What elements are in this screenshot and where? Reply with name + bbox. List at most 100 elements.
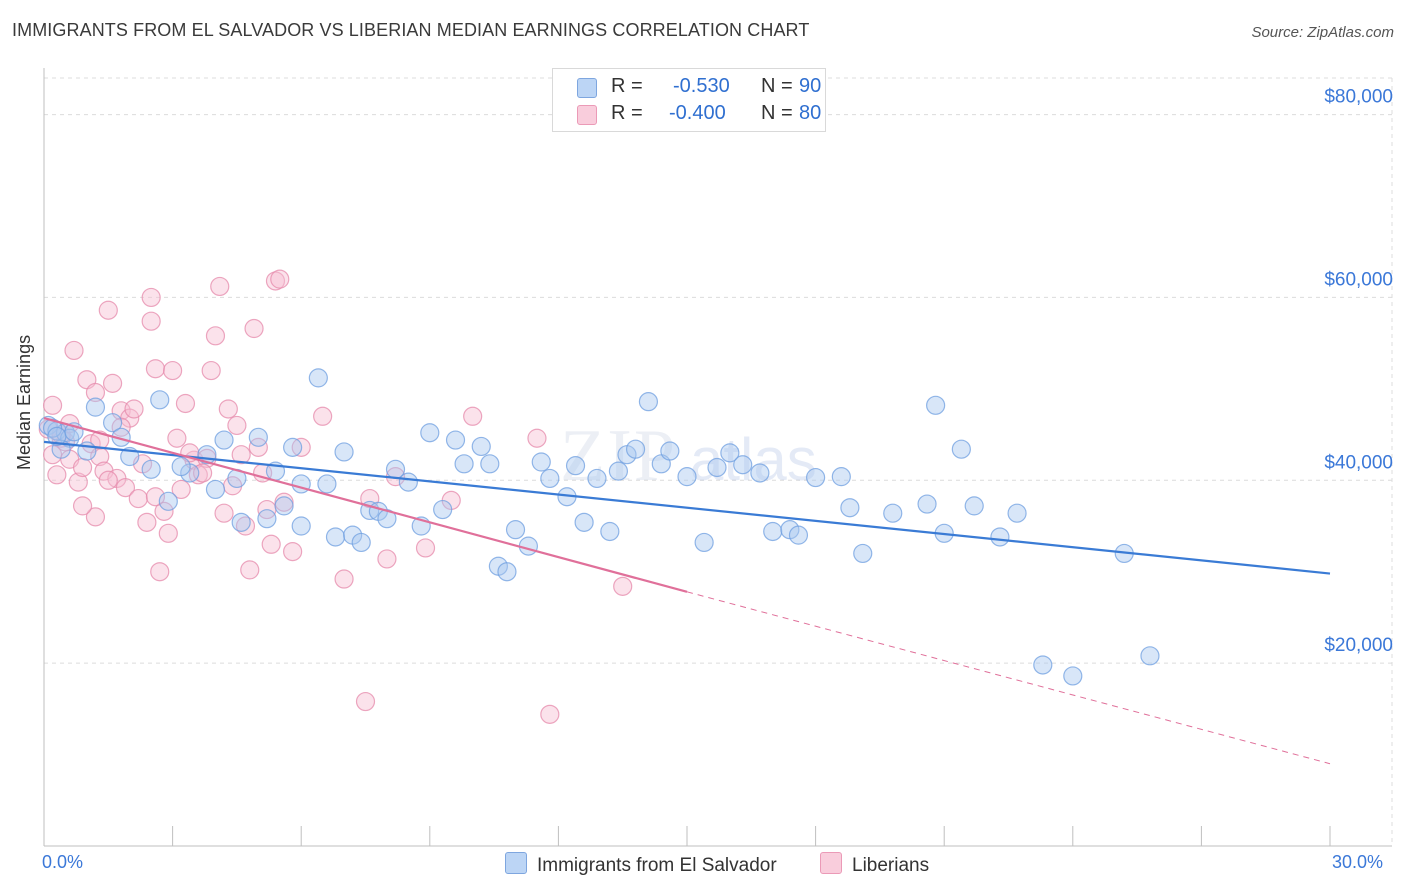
data-point [111, 417, 131, 437]
data-point [964, 496, 984, 516]
trend-line-el-salvador [43, 440, 1331, 575]
data-point [415, 538, 436, 558]
y-axis-label: Median Earnings [14, 334, 34, 470]
data-point [420, 423, 440, 443]
data-point [214, 430, 234, 450]
data-point [917, 494, 937, 514]
data-point [145, 359, 166, 379]
data-point [694, 532, 714, 553]
data-point [351, 532, 371, 553]
data-point [283, 437, 303, 457]
data-point [497, 562, 517, 582]
data-point [98, 470, 118, 490]
data-point [261, 534, 281, 554]
data-point [158, 523, 178, 543]
legend-r-value: -0.400 [669, 102, 726, 124]
data-point [244, 318, 264, 339]
data-point [218, 399, 238, 419]
trend-lines [43, 417, 1331, 765]
data-point [210, 276, 230, 297]
data-point [102, 413, 123, 433]
data-point [128, 488, 148, 509]
x-tick-label-max: 30.0% [1332, 852, 1384, 872]
series-legend-el-salvador: Immigrants from El Salvador [505, 852, 777, 877]
data-point [750, 463, 770, 483]
data-point [325, 527, 346, 547]
data-point [231, 512, 251, 532]
data-point [355, 691, 376, 712]
data-point [137, 512, 157, 532]
data-point [141, 311, 161, 331]
data-point [205, 479, 226, 500]
correlation-legend: R = -0.530 N = 90 R = -0.400 N = 80 [552, 68, 826, 132]
y-tick-label: $60,000 [1324, 269, 1393, 290]
legend-n-label: N = [761, 102, 793, 124]
data-point [47, 465, 67, 485]
data-point [317, 474, 337, 494]
data-point [926, 395, 946, 415]
data-point [454, 454, 474, 474]
svg-text:atlas: atlas [690, 426, 817, 493]
data-point [102, 373, 123, 393]
legend-n-label: N = [761, 75, 793, 97]
data-point [334, 569, 354, 589]
data-point [283, 541, 303, 562]
blue-swatch [505, 852, 527, 874]
data-point [398, 472, 418, 492]
data-point [660, 441, 680, 461]
data-point [270, 269, 290, 289]
data-point [831, 467, 851, 487]
data-point [587, 468, 607, 489]
legend-r-label: R = [611, 102, 643, 124]
blue-swatch [577, 78, 597, 98]
pink-swatch [820, 852, 842, 874]
data-point [565, 456, 586, 476]
series-legend-liberians: Liberians [820, 852, 929, 877]
data-point [600, 521, 620, 542]
data-point [158, 491, 178, 511]
data-point [308, 368, 328, 388]
data-point [115, 478, 136, 498]
data-point [763, 521, 783, 542]
data-point [788, 525, 809, 545]
data-point [141, 287, 161, 308]
data-point [154, 501, 174, 521]
data-point [85, 507, 106, 527]
data-point [990, 527, 1010, 547]
data-point [98, 300, 118, 320]
y-tick-label: $20,000 [1324, 635, 1393, 656]
data-point [574, 512, 594, 532]
data-point [540, 704, 560, 724]
data-point [1140, 646, 1160, 666]
data-point [540, 468, 560, 489]
data-point [171, 456, 191, 477]
data-point [733, 455, 753, 475]
data-point [227, 415, 247, 436]
data-point [625, 439, 646, 459]
data-point [85, 382, 106, 403]
data-point [638, 392, 659, 412]
data-point [951, 439, 971, 459]
data-point [505, 520, 526, 540]
data-point [248, 427, 268, 447]
chart-title: IMMIGRANTS FROM EL SALVADOR VS LIBERIAN … [12, 20, 810, 40]
trend-line-liberians-extension [686, 591, 1331, 765]
data-point [1007, 503, 1027, 523]
data-point [201, 360, 221, 381]
data-point [377, 549, 397, 569]
data-point [531, 452, 551, 472]
y-tick-label: $80,000 [1324, 87, 1393, 108]
data-point [480, 454, 500, 474]
data-point [205, 326, 226, 346]
series-name: Immigrants from El Salvador [537, 855, 777, 876]
data-point [805, 467, 826, 488]
data-point [214, 503, 234, 523]
data-point [257, 509, 277, 529]
data-point [85, 397, 106, 417]
legend-r-value: -0.530 [673, 75, 730, 97]
data-point [231, 445, 251, 465]
data-point [167, 428, 187, 448]
data-point [677, 467, 697, 487]
data-point [72, 457, 93, 478]
pink-swatch [577, 105, 597, 125]
